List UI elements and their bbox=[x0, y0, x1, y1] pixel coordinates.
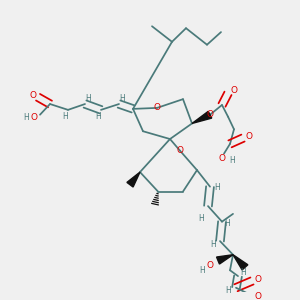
Text: H: H bbox=[224, 219, 230, 228]
Text: O: O bbox=[176, 146, 184, 155]
Text: O: O bbox=[29, 91, 37, 100]
Text: H: H bbox=[85, 94, 91, 103]
Polygon shape bbox=[217, 255, 233, 264]
Polygon shape bbox=[192, 111, 212, 124]
Text: O: O bbox=[206, 261, 214, 270]
Text: O: O bbox=[218, 154, 226, 163]
Text: H: H bbox=[199, 266, 205, 275]
Text: O: O bbox=[31, 113, 38, 122]
Text: H: H bbox=[62, 112, 68, 121]
Text: H: H bbox=[229, 156, 235, 165]
Text: H: H bbox=[214, 183, 220, 192]
Text: H: H bbox=[240, 268, 246, 277]
Text: H: H bbox=[23, 113, 29, 122]
Polygon shape bbox=[127, 172, 140, 187]
Text: H: H bbox=[210, 241, 216, 250]
Text: H: H bbox=[95, 112, 101, 121]
Text: O: O bbox=[254, 274, 262, 284]
Text: O: O bbox=[245, 132, 253, 141]
Text: O: O bbox=[230, 86, 238, 95]
Text: H: H bbox=[225, 286, 231, 295]
Text: H: H bbox=[198, 214, 204, 223]
Polygon shape bbox=[233, 255, 248, 270]
Text: O: O bbox=[254, 292, 262, 300]
Text: O: O bbox=[206, 110, 214, 119]
Text: H: H bbox=[119, 94, 125, 103]
Text: O: O bbox=[154, 103, 160, 112]
